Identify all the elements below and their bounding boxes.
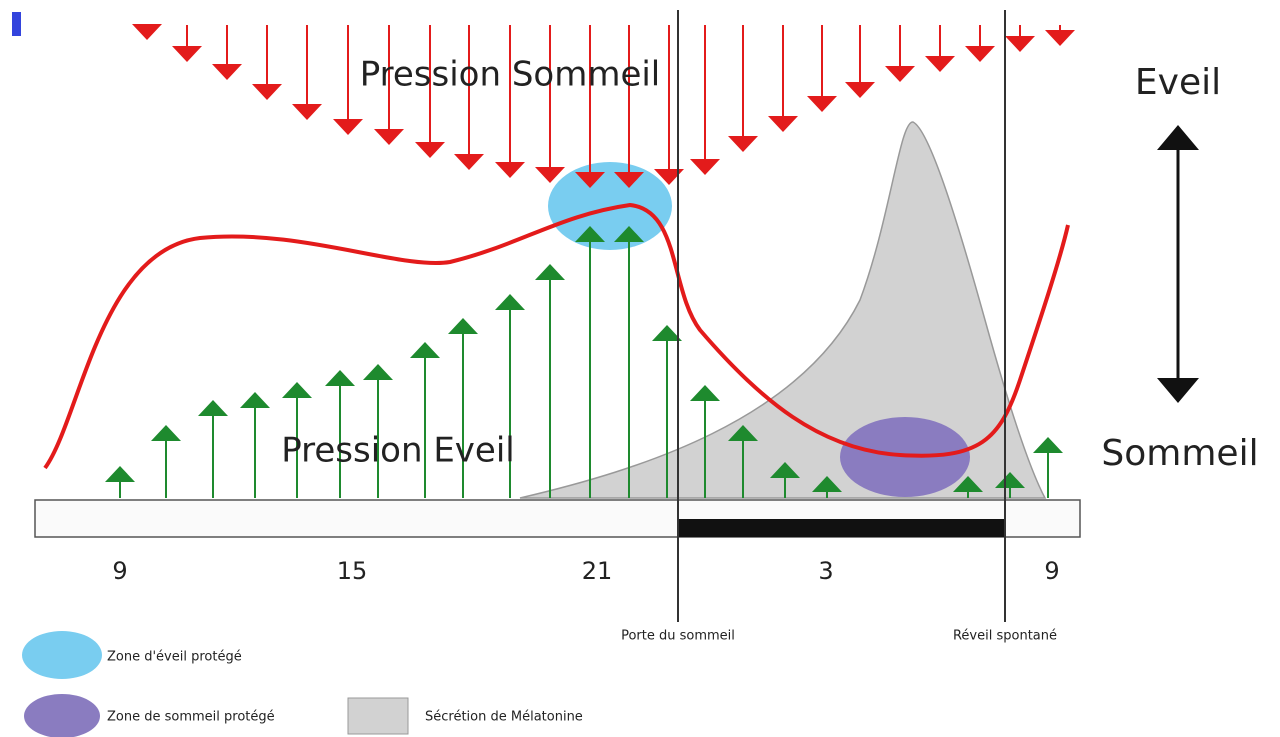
sleep-pressure-arrowhead xyxy=(172,46,202,62)
sleep-label: Sommeil xyxy=(1101,433,1258,474)
sleep-pressure-arrowhead xyxy=(374,129,404,145)
sleep-pressure-arrowhead xyxy=(925,56,955,72)
legend-label: Zone de sommeil protégé xyxy=(107,710,275,725)
time-axis xyxy=(34,499,1081,538)
tick-label: 9 xyxy=(1044,557,1059,585)
wake-pressure-arrowhead xyxy=(198,400,228,416)
wake-pressure-arrowhead xyxy=(535,264,565,280)
wake-pressure-arrowhead xyxy=(240,392,270,408)
wake-pressure-arrowhead xyxy=(770,462,800,478)
sleep-pressure-arrowhead xyxy=(965,46,995,62)
corner-mark xyxy=(12,12,21,36)
legend-swatch xyxy=(347,697,409,735)
sleep-pressure-arrowhead xyxy=(728,136,758,152)
sleep-pressure-arrowhead xyxy=(333,119,363,135)
wake-pressure-label: Pression Eveil xyxy=(281,431,515,471)
wake-pressure-arrowhead xyxy=(105,466,135,482)
sleep-pressure-arrowhead xyxy=(495,162,525,178)
tick-label: 15 xyxy=(337,557,368,585)
wake-pressure-arrowhead xyxy=(953,476,983,492)
tick-label: 9 xyxy=(112,557,127,585)
wake-pressure-arrowhead xyxy=(614,226,644,242)
sleep-pressure-arrowhead xyxy=(454,154,484,170)
legend-label: Sécrétion de Mélatonine xyxy=(425,710,583,725)
sleep-pressure-arrowhead xyxy=(654,169,684,185)
wake-pressure-arrowhead xyxy=(1033,437,1063,453)
sleep-pressure-arrowhead xyxy=(1005,36,1035,52)
legend-label: Zone d'éveil protégé xyxy=(107,650,242,665)
sleep-period xyxy=(678,519,1005,537)
sleep-pressure-arrowhead xyxy=(807,96,837,112)
legend-swatch xyxy=(24,694,100,737)
sleep-pressure-arrowhead xyxy=(575,172,605,188)
wake-pressure-arrowhead xyxy=(363,364,393,380)
pressure-arrows xyxy=(105,24,1075,498)
protected-wake-zone xyxy=(548,162,672,250)
wake-pressure-arrowhead xyxy=(995,472,1025,488)
sleep-pressure-arrowhead xyxy=(212,64,242,80)
alertness-curve xyxy=(43,202,1070,470)
sleep-pressure-arrowhead xyxy=(252,84,282,100)
sleep-pressure-arrowhead xyxy=(132,24,162,40)
sleep-pressure-label: Pression Sommeil xyxy=(360,55,661,95)
sleep-pressure-arrowhead xyxy=(1045,30,1075,46)
tick-labels: 9 15 21 3 9 xyxy=(112,557,1059,585)
sleep-pressure-arrowhead xyxy=(690,159,720,175)
tick-label: 21 xyxy=(582,557,613,585)
wake-pressure-arrowhead xyxy=(728,425,758,441)
sleep-pressure-arrowhead xyxy=(885,66,915,82)
wake-pressure-arrowhead xyxy=(812,476,842,492)
wake-pressure-arrowhead xyxy=(282,382,312,398)
sleep-pressure-arrowhead xyxy=(415,142,445,158)
wake-pressure-arrowhead xyxy=(575,226,605,242)
wake-pressure-arrowhead xyxy=(410,342,440,358)
melatonin-area xyxy=(519,121,1047,499)
sleep-pressure-arrowhead xyxy=(845,82,875,98)
wake-pressure-arrowhead xyxy=(151,425,181,441)
sleep-pressure-arrowhead xyxy=(768,116,798,132)
wake-pressure-arrowhead xyxy=(448,318,478,334)
spontaneous-wake-label: Réveil spontané xyxy=(953,629,1057,644)
wake-pressure-arrowhead xyxy=(690,385,720,401)
sleep-pressure-arrowhead xyxy=(614,172,644,188)
sleep-gate-label: Porte du sommeil xyxy=(621,629,735,644)
wake-pressure-arrowhead xyxy=(652,325,682,341)
tick-label: 3 xyxy=(818,557,833,585)
wake-label: Eveil xyxy=(1135,62,1221,103)
sleep-pressure-arrowhead xyxy=(292,104,322,120)
wake-pressure-arrowhead xyxy=(325,370,355,386)
wake-pressure-arrowhead xyxy=(495,294,525,310)
sleep-pressure-arrowhead xyxy=(535,167,565,183)
legend-swatch xyxy=(22,631,102,679)
